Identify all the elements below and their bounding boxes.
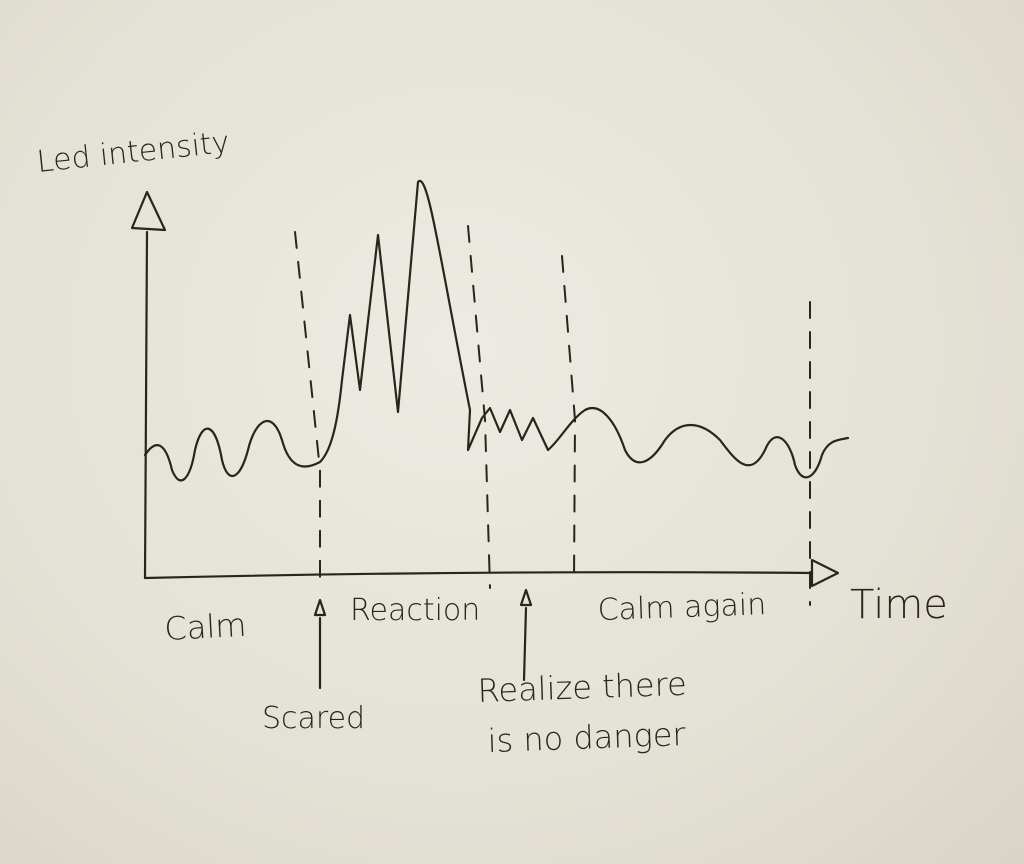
phase-label-reaction: Reaction: [350, 593, 480, 628]
x-axis-label: Time: [850, 582, 948, 628]
phase-label-calm: Calm: [163, 606, 247, 648]
divider-reaction-end: [467, 225, 491, 589]
divider-scared: [294, 231, 321, 586]
divider-realize: [561, 255, 577, 583]
realize-arrow: [522, 606, 528, 682]
y-axis-label: Led intensity: [35, 125, 231, 180]
x-axis: [143, 571, 814, 580]
scared-arrow-icon: [313, 598, 327, 617]
phase-label-calm-again: Calm again: [597, 587, 767, 628]
x-axis-arrow-icon: [810, 558, 840, 588]
y-axis: [143, 230, 149, 580]
realize-arrow-icon: [519, 588, 533, 607]
event-label-scared: Scared: [262, 701, 365, 736]
intensity-curve: [143, 179, 850, 482]
event-label-realize-line1: Realize there: [477, 665, 687, 710]
event-label-realize-line2: is no danger: [487, 715, 687, 760]
y-axis-arrow-icon: [130, 190, 167, 232]
